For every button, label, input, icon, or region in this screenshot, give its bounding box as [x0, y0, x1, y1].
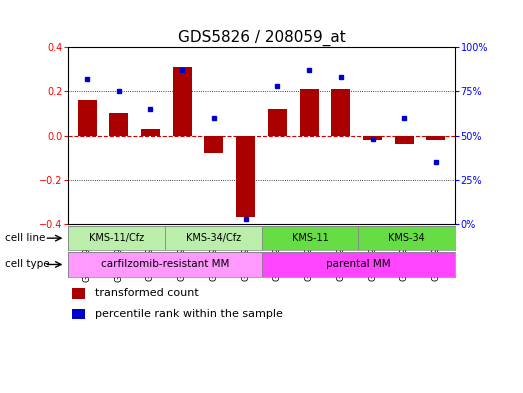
Bar: [363, 136, 382, 140]
Bar: [236, 136, 255, 217]
Bar: [262, 252, 455, 277]
Text: cell line: cell line: [5, 233, 46, 243]
Text: KMS-11: KMS-11: [291, 233, 328, 243]
Bar: [204, 136, 223, 153]
Text: carfilzomib-resistant MM: carfilzomib-resistant MM: [100, 259, 229, 270]
Text: parental MM: parental MM: [326, 259, 391, 270]
Bar: [77, 100, 97, 136]
Text: transformed count: transformed count: [95, 288, 199, 298]
Bar: [165, 226, 262, 250]
Bar: [68, 226, 165, 250]
Bar: [72, 288, 85, 299]
Bar: [358, 226, 455, 250]
Bar: [331, 89, 350, 136]
Bar: [262, 226, 358, 250]
Bar: [395, 136, 414, 145]
Text: KMS-34: KMS-34: [388, 233, 425, 243]
Bar: [109, 114, 128, 136]
Bar: [141, 129, 160, 136]
Bar: [68, 252, 262, 277]
Title: GDS5826 / 208059_at: GDS5826 / 208059_at: [178, 29, 345, 46]
Bar: [268, 109, 287, 136]
Text: KMS-11/Cfz: KMS-11/Cfz: [89, 233, 144, 243]
Bar: [426, 136, 446, 140]
Text: cell type: cell type: [5, 259, 50, 270]
Bar: [173, 67, 192, 136]
Text: KMS-34/Cfz: KMS-34/Cfz: [186, 233, 241, 243]
Bar: [300, 89, 319, 136]
Text: percentile rank within the sample: percentile rank within the sample: [95, 309, 283, 319]
Bar: [72, 309, 85, 319]
